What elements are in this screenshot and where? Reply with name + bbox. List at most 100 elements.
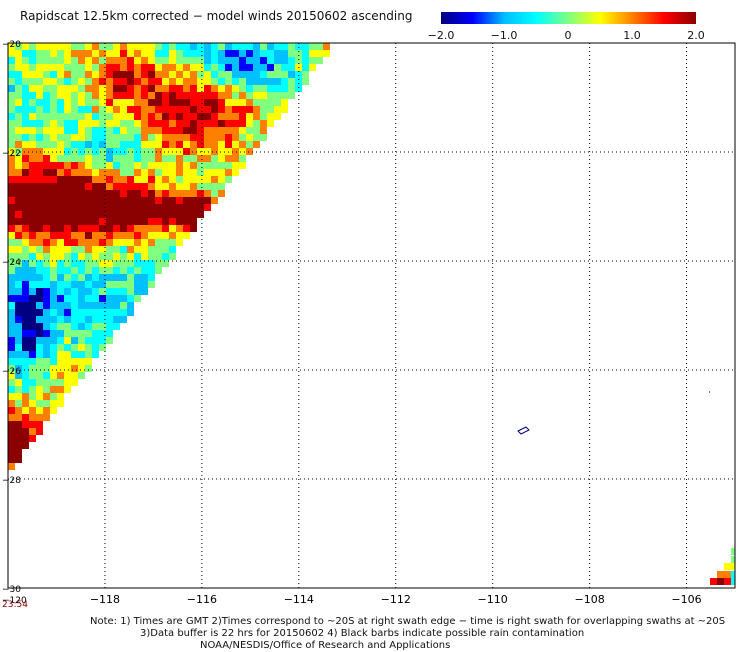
wind-cell [50,344,57,351]
wind-cell [302,57,309,64]
wind-cell [50,50,57,57]
wind-cell [162,232,169,239]
wind-cell [36,127,43,134]
wind-cell [50,309,57,316]
wind-cell [113,92,120,99]
wind-cell [29,169,36,176]
wind-cell [120,92,127,99]
wind-cell [113,218,120,225]
wind-cell [120,204,127,211]
wind-cell [141,71,148,78]
wind-cell [127,64,134,71]
wind-cell [211,155,218,162]
wind-cell [8,113,15,120]
wind-cell [106,309,113,316]
wind-cell [197,85,204,92]
wind-cell [127,204,134,211]
wind-cell [29,183,36,190]
wind-cell [253,106,260,113]
wind-cell [120,218,127,225]
wind-cell [71,141,78,148]
wind-cell [22,414,29,421]
wind-cell [204,57,211,64]
wind-cell [253,71,260,78]
wind-cell [22,134,29,141]
wind-cell [64,120,71,127]
wind-cell [78,85,85,92]
wind-cell [78,365,85,372]
wind-cell [36,246,43,253]
wind-cell [176,218,183,225]
wind-cell [43,358,50,365]
wind-cell [15,85,22,92]
wind-cell [50,169,57,176]
wind-cell [120,71,127,78]
wind-cell [211,92,218,99]
wind-cell [225,176,232,183]
wind-cell [190,43,197,50]
wind-cell [106,127,113,134]
lat-tick-label: −20 [2,40,21,50]
wind-cell [43,288,50,295]
wind-cell [225,64,232,71]
wind-cell [64,148,71,155]
wind-cell [43,365,50,372]
wind-cell [197,204,204,211]
wind-cell [43,302,50,309]
wind-cell [169,78,176,85]
wind-cell [113,239,120,246]
wind-cell [113,316,120,323]
wind-cell [204,113,211,120]
wind-cell [36,232,43,239]
wind-cell [57,365,64,372]
wind-cell [36,78,43,85]
wind-cell [190,190,197,197]
wind-cell [204,197,211,204]
wind-cell [43,309,50,316]
wind-cell [211,148,218,155]
wind-cell [176,50,183,57]
wind-cell [36,386,43,393]
wind-cell [302,71,309,78]
wind-cell [148,169,155,176]
wind-cell [127,120,134,127]
wind-cell [176,148,183,155]
wind-cell [169,176,176,183]
wind-cell [148,211,155,218]
wind-cell [176,106,183,113]
wind-cell [64,358,71,365]
wind-cell [78,225,85,232]
wind-cell [50,246,57,253]
wind-cell [127,302,134,309]
wind-cell [155,120,162,127]
wind-cell [15,71,22,78]
wind-cell [155,204,162,211]
wind-cell [267,78,274,85]
wind-cell [120,64,127,71]
wind-cell [148,71,155,78]
wind-cell [85,197,92,204]
wind-cell [155,162,162,169]
wind-cell [113,260,120,267]
wind-cell [57,379,64,386]
wind-cell [731,563,735,570]
wind-cell [43,155,50,162]
wind-cell [113,267,120,274]
wind-cell [8,337,15,344]
wind-cell [8,407,15,414]
wind-cell [8,456,15,463]
wind-cell [71,323,78,330]
wind-cell [323,50,330,57]
wind-cell [190,57,197,64]
wind-cell [78,43,85,50]
wind-cell [309,57,316,64]
wind-cell [225,141,232,148]
wind-cell [92,253,99,260]
wind-cell [190,71,197,78]
wind-cell [8,155,15,162]
wind-cell [50,155,57,162]
wind-cell [113,99,120,106]
wind-cell [190,225,197,232]
wind-cell [43,169,50,176]
wind-cell [64,50,71,57]
